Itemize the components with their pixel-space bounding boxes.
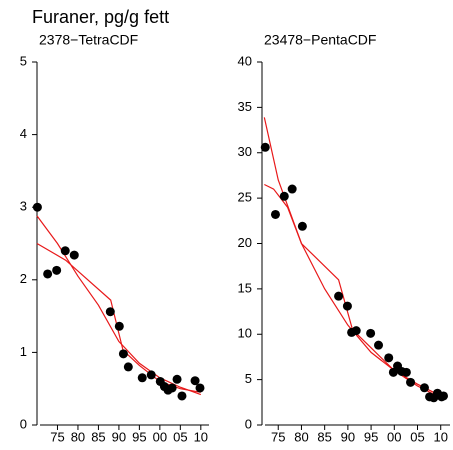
data-point [366, 328, 376, 338]
fit-line [263, 117, 441, 397]
x-tick-label: 95 [132, 429, 146, 444]
data-point [401, 367, 411, 377]
data-point [167, 383, 177, 393]
data-point [388, 367, 398, 377]
x-tick-label: 95 [364, 429, 378, 444]
fit-line [36, 242, 201, 393]
y-tick-label: 2 [20, 271, 27, 286]
y-tick-label: 20 [238, 235, 252, 250]
fit-line [264, 183, 441, 399]
y-tick-label: 5 [20, 53, 27, 68]
y-tick-label: 30 [238, 144, 252, 159]
data-point [190, 376, 200, 386]
x-tick-label: 85 [91, 429, 105, 444]
data-point [406, 377, 416, 387]
x-tick-label: 80 [71, 429, 85, 444]
data-point [32, 202, 42, 212]
data-point [69, 250, 79, 260]
data-point [105, 307, 115, 317]
data-point [114, 321, 124, 331]
y-tick-label: 0 [20, 416, 27, 431]
y-tick-label: 1 [20, 344, 27, 359]
x-tick-label: 00 [387, 429, 401, 444]
data-point [297, 221, 307, 231]
x-tick-label: 00 [153, 429, 167, 444]
data-point [351, 326, 361, 336]
data-point [60, 246, 70, 256]
fit-line [36, 215, 202, 396]
data-point [137, 373, 147, 383]
y-tick-label: 0 [245, 416, 252, 431]
y-tick-label: 35 [238, 99, 252, 114]
y-tick-label: 3 [20, 199, 27, 214]
y-tick-label: 40 [238, 53, 252, 68]
x-tick-label: 90 [112, 429, 126, 444]
data-point [419, 383, 429, 393]
data-point [43, 269, 53, 279]
data-point [384, 353, 394, 363]
x-tick-label: 05 [173, 429, 187, 444]
data-point [342, 301, 352, 311]
y-tick-label: 5 [245, 371, 252, 386]
data-point [172, 374, 182, 384]
panel-title: 23478−PentaCDF [264, 32, 376, 48]
y-tick-label: 4 [20, 126, 27, 141]
x-tick-label: 90 [341, 429, 355, 444]
y-tick-label: 10 [238, 326, 252, 341]
x-tick-label: 10 [194, 429, 208, 444]
data-point [270, 209, 280, 219]
x-tick-label: 75 [50, 429, 64, 444]
data-point [279, 191, 289, 201]
data-point [146, 370, 156, 380]
x-tick-label: 75 [271, 429, 285, 444]
data-point [334, 291, 344, 301]
data-point [287, 184, 297, 194]
x-tick-label: 05 [410, 429, 424, 444]
y-tick-label: 15 [238, 280, 252, 295]
data-point [118, 349, 128, 359]
data-point [123, 362, 133, 372]
data-point [195, 383, 205, 393]
data-point [52, 265, 62, 275]
chart-title: Furaner, pg/g fett [32, 7, 169, 27]
panel-title: 2378−TetraCDF [39, 32, 138, 48]
x-tick-label: 80 [294, 429, 308, 444]
data-point [374, 340, 384, 350]
data-point [260, 142, 270, 152]
y-tick-label: 25 [238, 190, 252, 205]
x-tick-label: 85 [317, 429, 331, 444]
data-point [439, 391, 449, 401]
x-tick-label: 10 [433, 429, 447, 444]
data-point [177, 391, 187, 401]
